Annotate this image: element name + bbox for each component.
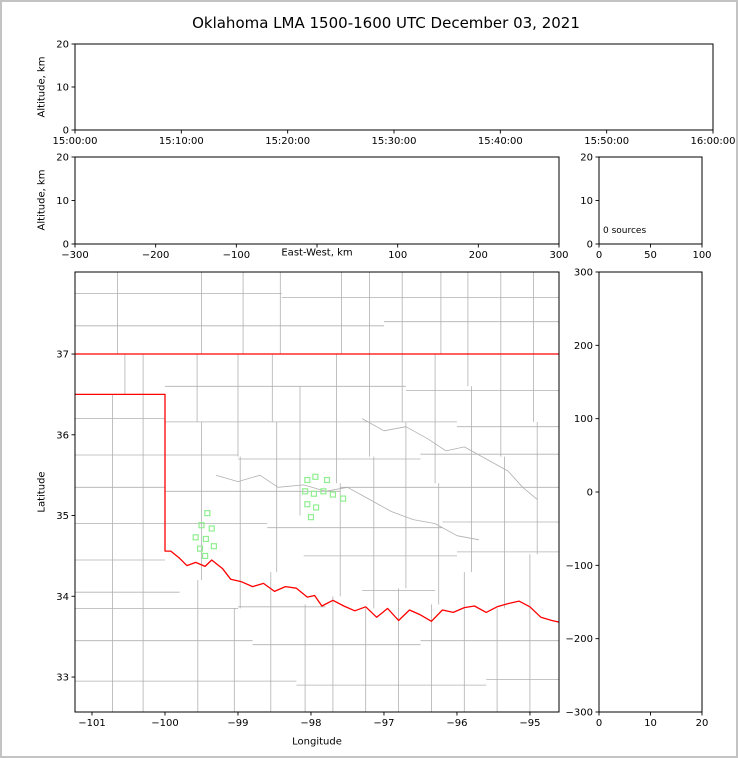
axes-frame	[598, 271, 703, 713]
x-tick-label: 10	[644, 718, 657, 729]
y-tick-label: 37	[56, 350, 69, 361]
lma-station-marker	[310, 490, 317, 497]
x-tick-label: 50	[644, 250, 657, 261]
lma-station-marker	[210, 543, 218, 550]
x-tick-label: 100	[388, 250, 407, 261]
y-tick-label: −100	[566, 561, 593, 572]
x-tick-label: 15:00:00	[53, 136, 98, 147]
y-tick-label: 34	[56, 592, 69, 603]
x-tick-label: 20	[696, 718, 709, 729]
x-tick-label: 15:20:00	[265, 136, 310, 147]
panel-time_height: 15:00:00 15:10:00 15:20:00 15:30:00 15:40:00…	[53, 40, 736, 148]
x-tick-label: 300	[549, 250, 568, 261]
x-tick-label: −99	[227, 718, 248, 729]
x-tick-label: 15:40:00	[478, 136, 523, 147]
source-count-annotation: 0 sources	[603, 226, 647, 236]
x-axis-label-longitude: Longitude	[292, 736, 342, 748]
x-tick-label: 15:10:00	[159, 136, 204, 147]
lma-station-marker	[204, 510, 211, 517]
y-tick-label: 35	[56, 511, 69, 522]
lma-station-marker	[312, 473, 319, 480]
axes-frame	[74, 43, 714, 131]
figure-title: Oklahoma LMA 1500-1600 UTC December 03, …	[192, 14, 580, 32]
x-tick-label: 15:50:00	[584, 136, 629, 147]
y-tick-label: 0	[63, 240, 69, 251]
x-tick-label: −98	[300, 718, 321, 729]
panel-north_south_height: 0 10 20 300 200 100 0 −100 −200 −300	[566, 268, 709, 730]
lma-station-marker	[208, 525, 215, 532]
x-tick-label: −100	[223, 250, 250, 261]
y-tick-label: 200	[574, 341, 593, 352]
x-tick-label: −97	[373, 718, 394, 729]
lma-station-marker	[323, 476, 331, 484]
y-tick-label: 100	[574, 414, 593, 425]
lma-station-marker	[302, 488, 309, 495]
y-tick-label: 0	[63, 126, 69, 137]
y-tick-label: 20	[56, 40, 69, 51]
lma-station-marker	[329, 491, 336, 498]
lma-station-marker	[320, 488, 327, 495]
y-tick-label: 0	[587, 240, 593, 251]
lma-station-marker	[198, 522, 205, 529]
lma-station-marker	[304, 476, 311, 484]
axes-frame	[74, 271, 560, 713]
map-layers	[75, 272, 559, 712]
y-tick-label: −300	[566, 708, 593, 719]
x-tick-label: −96	[446, 718, 467, 729]
lma-station-marker	[202, 535, 209, 543]
y-axis-label-time-height: Altitude, km	[36, 56, 48, 118]
lma-station-marker	[196, 545, 204, 552]
x-tick-label: 0	[596, 250, 602, 261]
panel-east_west_height: −300 −200 −100 100 200 300 0 10 20	[56, 153, 568, 262]
x-tick-label: 15:30:00	[372, 136, 417, 147]
y-axis-label-east-west-height: Altitude, km	[36, 169, 48, 231]
x-tick-label: 16:00:00	[691, 136, 736, 147]
y-tick-label: −200	[566, 634, 593, 645]
x-tick-label: 200	[469, 250, 488, 261]
x-tick-label: 0	[596, 718, 602, 729]
y-tick-label: 36	[56, 430, 69, 441]
panel-plan_view: −101 −100 −99 −98 −97 −96 −95 33 34 35 36 37	[56, 271, 560, 729]
lma-station-marker	[304, 501, 311, 508]
county-boundary-line	[215, 474, 479, 541]
axes-frame	[74, 156, 560, 245]
x-tick-label: −200	[142, 250, 169, 261]
y-tick-label: 20	[580, 153, 593, 164]
x-tick-label: −101	[78, 718, 105, 729]
y-tick-label: 10	[56, 83, 69, 94]
y-tick-label: 300	[574, 268, 593, 279]
panel-source_histogram: 0 50 100 0 10 20	[580, 153, 711, 262]
x-axis-label-east-west: East-West, km	[281, 247, 353, 259]
x-tick-label: 100	[692, 250, 711, 261]
lma-station-marker	[312, 504, 320, 511]
y-axis-label-latitude: Latitude	[36, 471, 48, 513]
state-border-line	[75, 393, 559, 623]
lma-station-marker	[307, 514, 315, 521]
x-tick-label: −300	[61, 250, 88, 261]
lma-station-marker	[202, 552, 209, 560]
lma-station-marker	[339, 495, 347, 502]
x-tick-label: −100	[151, 718, 178, 729]
y-tick-label: 10	[580, 196, 593, 207]
y-tick-label: 0	[587, 488, 593, 499]
y-tick-label: 10	[56, 196, 69, 207]
x-tick-label: −95	[519, 718, 540, 729]
county-boundary-line	[361, 418, 538, 500]
lma-station-marker	[192, 534, 199, 541]
y-tick-label: 33	[56, 673, 69, 684]
y-tick-label: 20	[56, 153, 69, 164]
